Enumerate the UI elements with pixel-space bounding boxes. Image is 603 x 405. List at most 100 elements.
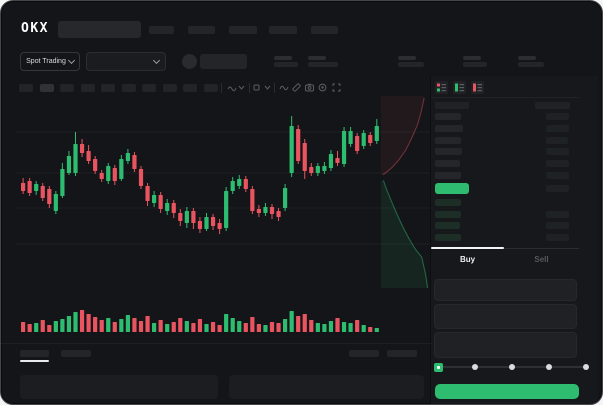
last-price-placeholder [200, 54, 247, 69]
volume-bar [368, 327, 373, 332]
slider-stop[interactable] [509, 364, 515, 370]
fullscreen-icon[interactable] [332, 83, 341, 92]
candle [99, 170, 104, 182]
history-panel-placeholder [229, 375, 424, 399]
volume-bar [191, 323, 196, 332]
settings-gear-icon[interactable] [318, 83, 327, 92]
volume-bar [158, 320, 163, 332]
tab-action-placeholder[interactable] [387, 350, 417, 357]
tab-active-placeholder[interactable] [20, 350, 49, 357]
nav-item-placeholder[interactable] [229, 26, 257, 34]
toolbar-divider [221, 83, 222, 93]
bid-row-price[interactable] [435, 210, 461, 218]
bid-row-price[interactable] [435, 199, 461, 206]
timeframe-button[interactable] [142, 84, 156, 92]
total-input[interactable] [434, 332, 577, 358]
candle [145, 183, 150, 206]
book-combined-icon[interactable] [435, 81, 448, 94]
ask-row-amount[interactable] [546, 136, 568, 144]
volume-bar [138, 321, 144, 332]
timeframe-button[interactable] [121, 84, 136, 92]
compare-dropdown-icon[interactable] [253, 83, 271, 92]
timeframe-button[interactable] [183, 84, 197, 92]
volume-bar [296, 316, 301, 332]
candle [165, 199, 170, 215]
buy-submit-button[interactable] [435, 384, 579, 399]
slider-stop[interactable] [546, 364, 552, 370]
ask-row-amount[interactable] [546, 148, 569, 156]
tab-placeholder[interactable] [61, 350, 91, 357]
ask-row-amount[interactable] [546, 160, 569, 168]
candle [269, 204, 275, 219]
volume-bar [269, 322, 275, 332]
okx-logo[interactable]: OKX [21, 21, 49, 36]
tab-buy[interactable]: Buy [459, 255, 476, 264]
volume-bar [374, 328, 379, 332]
search-input[interactable] [58, 21, 141, 38]
ask-row-amount[interactable] [546, 124, 569, 132]
tab-action-placeholder[interactable] [349, 350, 379, 357]
ask-row-price[interactable] [435, 113, 461, 120]
candle [40, 183, 45, 201]
tab-sell[interactable]: Sell [534, 255, 549, 264]
candle [132, 152, 137, 172]
last-price-bar[interactable] [435, 183, 469, 194]
book-asks-icon[interactable] [471, 81, 484, 94]
candle [53, 191, 58, 214]
timeframe-button[interactable] [203, 84, 218, 92]
nav-item-placeholder[interactable] [188, 26, 215, 34]
indicator-dropdown-icon[interactable] [227, 83, 245, 92]
candle [152, 191, 157, 207]
slider-stop[interactable] [472, 364, 478, 370]
price-input[interactable] [434, 279, 577, 301]
candle [119, 155, 124, 181]
volume-bar [230, 318, 235, 332]
camera-icon[interactable] [305, 83, 314, 92]
timeframe-button[interactable] [101, 84, 115, 92]
bid-row-amount[interactable] [546, 222, 569, 230]
volume-bar [86, 314, 91, 332]
nav-item-placeholder[interactable] [269, 26, 297, 34]
volume-bar [47, 325, 52, 332]
orderbook-amount-header[interactable] [535, 102, 570, 109]
last-row-amount[interactable] [546, 185, 569, 192]
orders-panel-placeholder [20, 375, 218, 399]
candle [237, 175, 242, 189]
slider-stop[interactable] [583, 364, 589, 370]
bid-row-price[interactable] [435, 233, 461, 241]
candle [368, 132, 373, 146]
nav-item-placeholder[interactable] [311, 26, 338, 34]
market-selector-button[interactable]: Spot Trading [20, 52, 80, 71]
line-chart-icon[interactable] [279, 83, 289, 92]
bid-row-price[interactable] [435, 222, 460, 230]
candle [34, 181, 39, 195]
ask-row-amount[interactable] [546, 113, 569, 120]
ask-row-price[interactable] [435, 172, 461, 179]
volume-bar [152, 323, 157, 332]
ask-row-amount[interactable] [546, 172, 569, 179]
timeframe-button[interactable] [80, 84, 95, 92]
timeframe-button[interactable] [162, 84, 177, 92]
candlestick-chart[interactable] [15, 97, 431, 291]
timeframe-button[interactable] [19, 84, 33, 92]
bid-row-amount[interactable] [546, 210, 569, 218]
chevron-down-icon [152, 56, 161, 65]
timeframe-button[interactable] [39, 84, 54, 92]
amount-input[interactable] [434, 304, 577, 329]
ask-row-price[interactable] [435, 136, 461, 144]
draw-tools-icon[interactable] [292, 83, 301, 92]
volume-bar [256, 324, 261, 332]
nav-item-placeholder[interactable] [149, 26, 174, 34]
ask-row-price[interactable] [435, 148, 462, 156]
slider-handle[interactable] [433, 362, 443, 372]
ask-row-price[interactable] [435, 124, 463, 132]
depth-bids-area [381, 180, 429, 288]
amount-slider[interactable] [433, 362, 589, 372]
pair-selector-dropdown[interactable] [86, 52, 166, 71]
ask-row-price[interactable] [435, 160, 460, 168]
bid-row-amount[interactable] [546, 233, 569, 241]
orderbook-price-header[interactable] [435, 102, 469, 109]
book-bids-icon[interactable] [453, 81, 466, 94]
divider [431, 97, 579, 98]
timeframe-button[interactable] [60, 84, 74, 92]
